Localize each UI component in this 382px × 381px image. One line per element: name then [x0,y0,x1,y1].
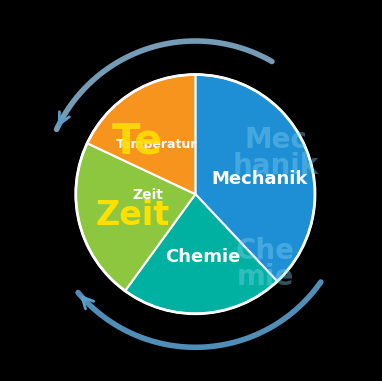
Wedge shape [195,75,315,281]
Text: Temperatur: Temperatur [116,138,197,151]
Text: Che
mie: Che mie [236,237,295,291]
Wedge shape [125,194,277,314]
Text: Te: Te [112,121,163,163]
Text: Zeit: Zeit [132,188,163,202]
Text: Mec
hanik: Mec hanik [232,126,319,180]
Text: Zeit: Zeit [96,199,170,232]
Text: Mechanik: Mechanik [212,170,308,188]
Text: Chemie: Chemie [165,248,240,266]
Wedge shape [87,75,195,194]
Wedge shape [76,143,195,291]
